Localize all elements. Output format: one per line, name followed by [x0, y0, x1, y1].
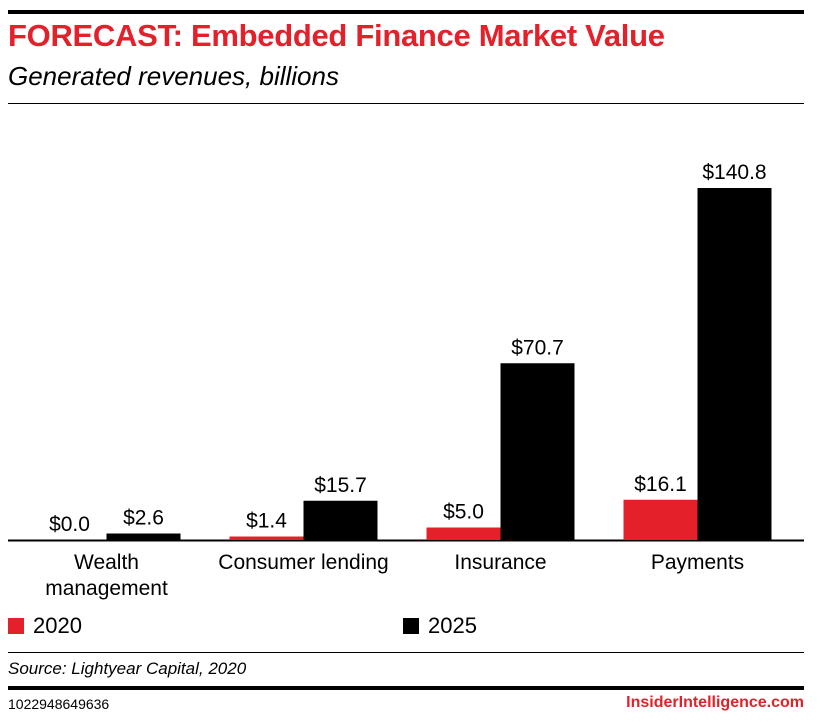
category-label-insurance: Insurance [454, 551, 546, 574]
category-label-consumer-lending: Consumer lending [218, 551, 388, 574]
data-label-2025-insurance: $70.7 [511, 336, 564, 359]
bar-2020-payments [623, 499, 698, 540]
legend-item-2020: 2020 [8, 613, 82, 639]
data-label-2025-wealth-management: $2.6 [123, 507, 164, 530]
legend-item-2025: 2025 [403, 613, 477, 639]
legend-label-2025: 2025 [428, 613, 477, 638]
data-label-2020-wealth-management: $0.0 [49, 513, 90, 536]
category-label-payments: Payments [651, 551, 744, 574]
source-note: Source: Lightyear Capital, 2020 [8, 659, 247, 678]
bar-2025-insurance [500, 363, 575, 540]
brand-logo-text: InsiderIntelligence.com [626, 694, 804, 711]
header-divider [8, 103, 804, 104]
legend-swatch-2025 [403, 618, 419, 634]
bar-2020-insurance [426, 527, 501, 540]
legend-label-2020: 2020 [33, 613, 82, 638]
bar-chart: $0.0 $2.6 Wealth management $1.4 $15.7 Consume… [8, 161, 804, 600]
category-label-wealth-management: Wealth management [45, 551, 168, 600]
top-rule [8, 10, 804, 14]
bar-2020-consumer-lending [229, 536, 304, 540]
source-divider [8, 652, 804, 653]
chart-subtitle: Generated revenues, billions [8, 61, 339, 91]
bar-2025-consumer-lending [303, 500, 378, 540]
legend-swatch-2020 [8, 618, 24, 634]
data-label-2020-payments: $16.1 [634, 473, 687, 496]
data-label-2025-payments: $140.8 [702, 161, 766, 184]
chart-title: FORECAST: Embedded Finance Market Value [8, 18, 665, 53]
chart-id: 1022948649636 [8, 696, 110, 712]
data-label-2025-consumer-lending: $15.7 [314, 474, 367, 497]
bar-2025-payments [697, 188, 772, 540]
bottom-rule [8, 686, 804, 690]
bar-2025-wealth-management [106, 533, 181, 540]
data-label-2020-insurance: $5.0 [443, 501, 484, 524]
data-label-2020-consumer-lending: $1.4 [246, 510, 287, 533]
